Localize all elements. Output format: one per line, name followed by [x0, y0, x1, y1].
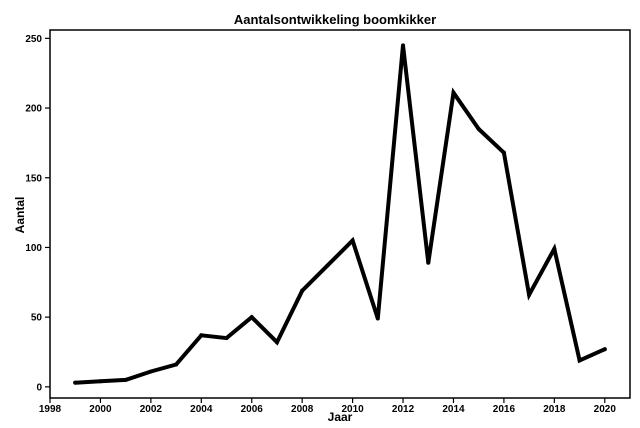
- data-point: [98, 379, 103, 384]
- data-point: [401, 43, 406, 48]
- data-point: [501, 150, 506, 155]
- data-point: [602, 347, 607, 352]
- x-tick-label: 2008: [291, 404, 314, 415]
- plot-layer: 0 50 100 150 200 250 1998 2000 2002 2004 2006 2008 2…: [25, 29, 631, 415]
- x-tick-label: 2000: [89, 404, 112, 415]
- y-tick-label: 150: [25, 173, 42, 184]
- series-line: [73, 45, 607, 385]
- data-point: [174, 362, 179, 367]
- data-point: [476, 126, 481, 131]
- x-axis-label: Jaar: [328, 410, 353, 423]
- chart-title: Aantalsontwikkeling boomkikker: [234, 12, 436, 27]
- data-point: [274, 340, 279, 345]
- data-point: [148, 369, 153, 374]
- data-point: [123, 377, 128, 382]
- data-point: [375, 316, 380, 321]
- y-axis-label: Aantal: [13, 197, 27, 234]
- data-point: [577, 358, 582, 363]
- data-point: [300, 288, 305, 293]
- x-tick-label: 2004: [190, 404, 213, 415]
- data-point: [249, 315, 254, 320]
- y-tick-label: 200: [25, 104, 42, 115]
- data-point: [350, 238, 355, 243]
- x-tick-label: 2012: [392, 404, 415, 415]
- data-point: [527, 292, 532, 297]
- data-point: [451, 90, 456, 95]
- y-tick-label: 250: [25, 34, 42, 45]
- data-point: [325, 263, 330, 268]
- x-tick-label: 2016: [493, 404, 516, 415]
- data-point: [426, 260, 431, 265]
- x-tick-label: 2018: [543, 404, 566, 415]
- data-point: [199, 333, 204, 338]
- x-tick-label: 2010: [341, 404, 364, 415]
- x-tick-label: 2002: [140, 404, 163, 415]
- x-tick-label: 2006: [241, 404, 264, 415]
- data-point: [552, 246, 557, 251]
- y-tick-label: 100: [25, 243, 42, 254]
- y-tick-label: 50: [31, 313, 43, 324]
- x-tick-label: 2020: [594, 404, 617, 415]
- data-point: [73, 380, 78, 385]
- y-tick-label: 0: [36, 382, 42, 393]
- data-point: [224, 336, 229, 341]
- plot-frame: [49, 29, 631, 399]
- x-tick-label: 2014: [442, 404, 465, 415]
- x-tick-label: 1998: [39, 404, 62, 415]
